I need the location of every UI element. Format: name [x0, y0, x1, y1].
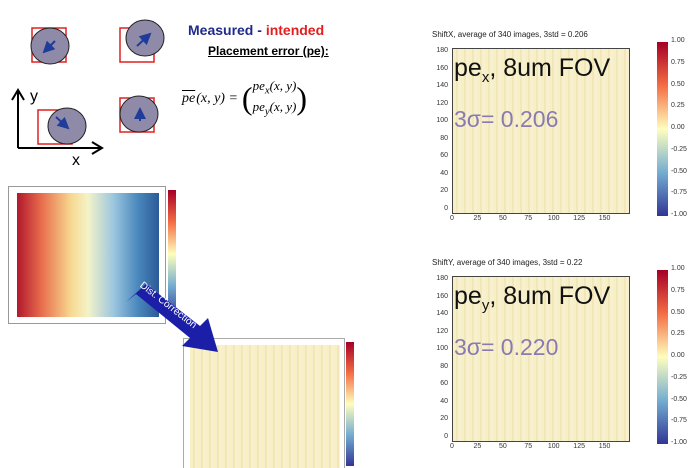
colorbar-label: -0.50: [671, 167, 687, 175]
y-tick-label: 80: [440, 134, 448, 142]
colorbar-label: -1.00: [671, 439, 687, 446]
eq-vec: pe: [182, 90, 196, 106]
eq-row: pex(x, y): [253, 78, 297, 99]
y-tick-label: 40: [440, 169, 448, 177]
colorbar: [168, 190, 176, 318]
label-sub: x: [481, 69, 490, 86]
y-tick-label: 20: [440, 187, 448, 195]
colorbar-label: -1.00: [671, 211, 687, 218]
y-tick-label: 120: [436, 327, 448, 335]
colorbar-label: 0.75: [671, 286, 685, 294]
panel-title: ShiftX, average of 340 images, 3std = 0.…: [432, 30, 588, 39]
y-tick-label: 160: [436, 64, 448, 72]
heatmap-before: [8, 186, 166, 324]
plot-area: [452, 48, 630, 214]
axis-label-x: x: [72, 152, 80, 169]
y-tick-label: 160: [436, 292, 448, 300]
colorbar-label: 1.00: [671, 265, 685, 272]
placement-diagram: [11, 19, 165, 155]
x-tick-label: 125: [573, 443, 585, 450]
eq-vector: pex(x, y) pey(x, y): [253, 78, 297, 119]
label-rest: , 8um FOV: [489, 54, 611, 82]
x-tick-label: 0: [450, 443, 454, 450]
y-tick-label: 40: [440, 397, 448, 405]
label-text: pe: [454, 54, 482, 82]
colorbar: [346, 342, 354, 466]
colorbar-label: 0.25: [671, 102, 685, 110]
panel-title: ShiftY, average of 340 images, 3std = 0.…: [432, 258, 583, 267]
eq-row-args: (x, y): [269, 78, 297, 93]
colorbar-label: 0.00: [671, 124, 685, 131]
sigma-label: 3σ= 0.220: [454, 334, 559, 360]
axis-label-y: y: [30, 88, 38, 105]
x-tick-label: 25: [473, 443, 482, 450]
y-tick-label: 20: [440, 415, 448, 423]
sigma-label: 3σ= 0.206: [454, 106, 559, 132]
colorbar: [657, 270, 668, 444]
eq-row: pey(x, y): [253, 99, 297, 120]
y-tick-label: 60: [440, 152, 448, 160]
y-tick-label: 100: [436, 345, 448, 353]
colorbar-label: 0.50: [671, 80, 685, 88]
label-sub: y: [481, 297, 490, 314]
x-tick-label: 150: [598, 215, 611, 222]
panel-label: pey, 8um FOV: [454, 282, 610, 314]
colorbar-label: -0.50: [671, 395, 687, 403]
colorbar-label: 0.50: [671, 308, 685, 316]
y-tick-label: 180: [436, 47, 448, 54]
y-tick-label: 80: [440, 362, 448, 370]
y-tick-label: 180: [436, 275, 448, 282]
colorbar: [657, 42, 668, 216]
x-tick-label: 100: [547, 443, 560, 450]
colorbar-label: 1.00: [671, 37, 685, 44]
heatmap-after: [183, 338, 345, 468]
heatmap-image: [190, 345, 340, 468]
y-tick-label: 100: [436, 117, 448, 125]
y-tick-label: 140: [436, 82, 448, 90]
colorbar-label: -0.75: [671, 189, 687, 197]
colorbar-label: 0.00: [671, 352, 685, 359]
x-tick-label: 75: [524, 443, 533, 450]
eq-args: (x, y) =: [196, 90, 238, 106]
eq-row-pe: pe: [252, 78, 265, 93]
colorbar-label: -0.75: [671, 417, 687, 425]
eq-row-sub: x: [264, 84, 270, 97]
paren: ): [296, 80, 308, 117]
x-tick-label: 0: [450, 215, 454, 222]
eq-row-pe: pe: [252, 98, 265, 114]
x-tick-label: 150: [598, 443, 611, 450]
eq-row-args: (x, y): [269, 98, 297, 114]
heatmap-image: [17, 193, 159, 317]
eq-row-sub: y: [264, 105, 270, 118]
colorbar-label: 0.25: [671, 330, 685, 338]
y-tick-label: 120: [436, 99, 448, 107]
x-tick-label: 50: [498, 443, 507, 450]
y-tick-label: 140: [436, 310, 448, 318]
colorbar-label: 0.75: [671, 58, 685, 66]
label-text: pe: [454, 282, 482, 310]
paren: (: [241, 80, 253, 117]
x-tick-label: 125: [573, 215, 585, 222]
colorbar-label: -0.25: [671, 145, 687, 153]
x-tick-label: 75: [524, 215, 533, 222]
plot-area: [452, 276, 630, 442]
label-rest: , 8um FOV: [489, 282, 611, 310]
correction-arrow: [126, 284, 218, 352]
y-tick-label: 60: [440, 380, 448, 388]
pe-title: Placement error (pe):: [208, 44, 329, 58]
equation: pe (x, y) = ( pex(x, y) pey(x, y) ): [182, 78, 307, 119]
intended: intended: [265, 22, 325, 38]
y-tick-label: 0: [444, 433, 448, 440]
x-tick-label: 50: [498, 215, 507, 222]
x-tick-label: 25: [473, 215, 482, 222]
panel-label: pex, 8um FOV: [454, 54, 610, 86]
legend: Measured - intended: [188, 22, 324, 38]
x-tick-label: 100: [547, 215, 560, 222]
colorbar-label: -0.25: [671, 373, 687, 381]
measured: Measured: [188, 22, 254, 38]
dash: -: [257, 22, 262, 38]
y-tick-label: 0: [444, 205, 448, 212]
